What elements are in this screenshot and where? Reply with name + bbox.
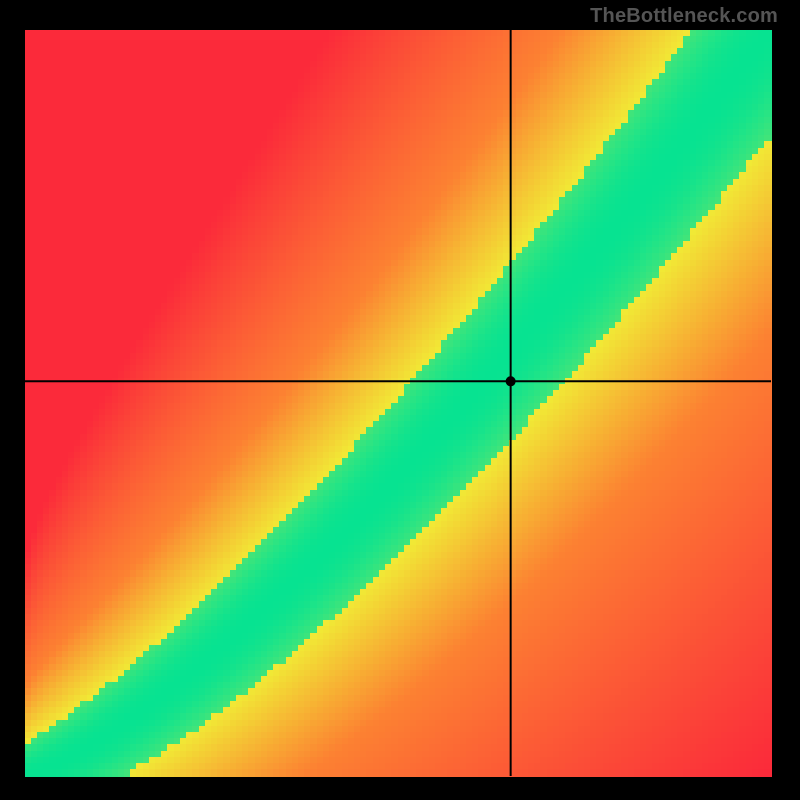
watermark-text: TheBottleneck.com xyxy=(590,5,778,28)
heatmap-canvas xyxy=(0,0,800,800)
